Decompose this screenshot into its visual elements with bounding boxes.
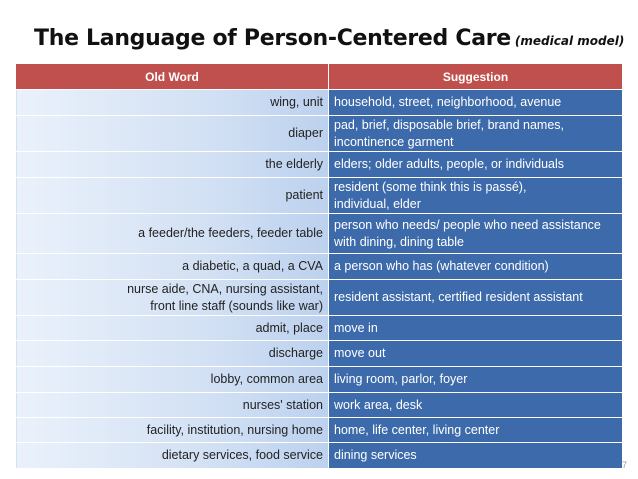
suggestion-cell-line: elders; older adults, people, or individ… [334, 157, 564, 171]
title-text: The Language of Person-Centered Care [34, 26, 511, 51]
old-word-cell: wing, unit [15, 89, 329, 116]
suggestion-cell: a person who has (whatever condition) [328, 253, 623, 280]
suggestion-cell-line: household, street, neighborhood, avenue [334, 95, 562, 109]
suggestion-cell-line: resident (some think this is passé), [334, 179, 527, 194]
table-body: wing, unit household, street, neighborhoo… [15, 89, 623, 469]
old-word-cell: lobby, common area [15, 366, 329, 393]
old-word-cell-line: a diabetic, a quad, a CVA [182, 259, 323, 273]
suggestion-cell-line: individual, elder [334, 196, 421, 211]
table-row: nurses' station work area, desk [15, 392, 623, 418]
old-word-cell-line: discharge [268, 346, 323, 360]
table-header-row: Old Word Suggestion [15, 63, 623, 90]
page-number: 7 [622, 460, 628, 470]
terminology-table: Old Word Suggestion wing, unit household,… [15, 63, 623, 469]
suggestion-cell: person who needs/ people who need assist… [328, 213, 623, 254]
old-word-cell: nurses' station [15, 392, 329, 418]
suggestion-cell: pad, brief, disposable brief, brand name… [328, 115, 623, 152]
old-word-cell: dietary services, food service [15, 442, 329, 469]
old-word-cell: a diabetic, a quad, a CVA [15, 253, 329, 280]
suggestion-cell-line: pad, brief, disposable brief, brand name… [334, 117, 564, 132]
table-row: lobby, common area living room, parlor, f… [15, 366, 623, 393]
suggestion-cell-line: move in [334, 320, 378, 335]
old-word-cell-line: admit, place [255, 320, 323, 335]
old-word-cell-line: diaper [288, 126, 323, 140]
suggestion-cell: resident assistant, certified resident a… [328, 279, 623, 316]
old-word-cell: a feeder/the feeders, feeder table [15, 213, 329, 254]
old-word-cell-line: nurses' station [242, 397, 323, 412]
table-row: patient resident (some think this is pass… [15, 177, 623, 214]
table-row: the elderly elders; older adults, people,… [15, 151, 623, 178]
table-row: dietary services, food service dining ser… [15, 442, 623, 469]
old-word-cell: admit, place [15, 315, 329, 341]
old-word-cell-line: wing, unit [270, 95, 323, 109]
suggestion-cell-line: a person who has (whatever condition) [334, 259, 549, 273]
suggestion-cell-line: person who needs/ people who need assist… [334, 217, 601, 232]
suggestion-cell: move out [328, 340, 623, 367]
old-word-cell-line: lobby, common area [210, 372, 323, 386]
suggestion-cell-line: move out [334, 346, 386, 360]
suggestion-cell: resident (some think this is passé), indi… [328, 177, 623, 214]
suggestion-cell: move in [328, 315, 623, 341]
table-row: facility, institution, nursing home home,… [15, 417, 623, 443]
header-suggestion: Suggestion [328, 63, 623, 90]
title-subtitle: (medical model) [514, 34, 625, 48]
old-word-cell-line: nurse aide, CNA, nursing assistant, [127, 281, 323, 296]
suggestion-cell-line: work area, desk [334, 397, 423, 412]
table-row: discharge move out [15, 340, 623, 367]
suggestion-cell-line: resident assistant, certified resident a… [334, 290, 583, 304]
old-word-cell: the elderly [15, 151, 329, 178]
old-word-cell-line: a feeder/the feeders, feeder table [138, 226, 323, 240]
suggestion-cell-line: home, life center, living center [334, 422, 500, 437]
header-old-word: Old Word [15, 63, 329, 90]
table-row: admit, place move in [15, 315, 623, 341]
old-word-cell-line: patient [285, 188, 323, 202]
old-word-cell: discharge [15, 340, 329, 367]
suggestion-cell-line: living room, parlor, foyer [334, 372, 468, 386]
table-row: diaper pad, brief, disposable brief, bran… [15, 115, 623, 152]
old-word-cell-line: facility, institution, nursing home [146, 422, 323, 437]
suggestion-cell-line: incontinence garment [334, 134, 454, 149]
table-row: a diabetic, a quad, a CVA a person who ha… [15, 253, 623, 280]
old-word-cell: patient [15, 177, 329, 214]
old-word-cell: diaper [15, 115, 329, 152]
table-row: a feeder/the feeders, feeder table person… [15, 213, 623, 254]
page-title: The Language of Person-Centered Care (med… [34, 26, 624, 51]
suggestion-cell: elders; older adults, people, or individ… [328, 151, 623, 178]
old-word-cell: nurse aide, CNA, nursing assistant, front… [15, 279, 329, 316]
suggestion-cell-line: with dining, dining table [334, 234, 464, 249]
old-word-cell-line: dietary services, food service [161, 448, 323, 462]
suggestion-cell: work area, desk [328, 392, 623, 418]
suggestion-cell: dining services [328, 442, 623, 469]
old-word-cell: facility, institution, nursing home [15, 417, 329, 443]
suggestion-cell: home, life center, living center [328, 417, 623, 443]
table-row: nurse aide, CNA, nursing assistant, front… [15, 279, 623, 316]
table-row: wing, unit household, street, neighborhoo… [15, 89, 623, 116]
old-word-cell-line: front line staff (sounds like war) [150, 298, 323, 313]
suggestion-cell-line: dining services [334, 448, 417, 462]
suggestion-cell: living room, parlor, foyer [328, 366, 623, 393]
old-word-cell-line: the elderly [265, 157, 323, 171]
suggestion-cell: household, street, neighborhood, avenue [328, 89, 623, 116]
